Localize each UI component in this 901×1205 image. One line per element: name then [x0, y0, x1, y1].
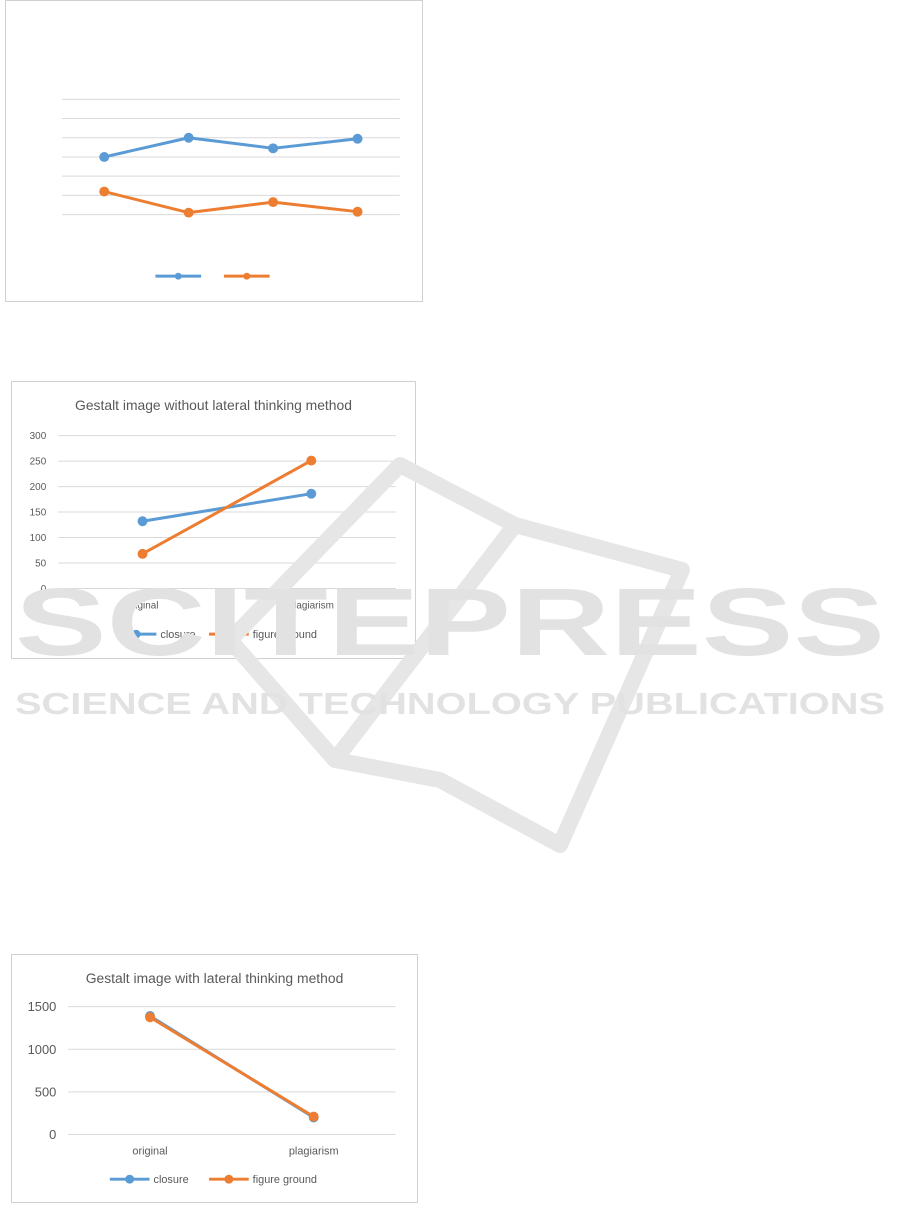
- series-line: [102, 136, 360, 159]
- chart-1: [62, 98, 400, 280]
- legend-label: figure ground: [253, 629, 317, 641]
- data-point: [137, 516, 148, 527]
- data-point: [268, 143, 279, 154]
- x-tick-label: plagiarism: [289, 600, 334, 611]
- data-point: [145, 1012, 155, 1023]
- data-point: [99, 151, 110, 162]
- data-point: [137, 548, 148, 559]
- legend-marker: [243, 272, 251, 280]
- legend-label: figure ground: [253, 1174, 317, 1186]
- y-tick-label: 100: [30, 533, 47, 544]
- y-tick-label: 50: [35, 558, 47, 569]
- y-tick-label: 0: [49, 1127, 56, 1142]
- chart-title: Gestalt image without lateral thinking m…: [75, 397, 352, 413]
- chart-panel-1: [5, 0, 423, 302]
- y-tick-label: 0: [41, 584, 47, 595]
- series-line: [141, 459, 313, 556]
- legend-marker: [224, 1174, 234, 1184]
- y-tick-label: 1500: [28, 999, 57, 1014]
- data-point: [183, 207, 194, 218]
- chart-title: Gestalt image with lateral thinking meth…: [86, 970, 344, 986]
- data-point: [308, 1111, 319, 1122]
- data-point: [306, 488, 317, 499]
- chart-panel-2: Gestalt image without lateral thinking m…: [11, 381, 416, 659]
- y-tick-label: 300: [30, 431, 47, 442]
- y-tick-label: 1000: [28, 1042, 57, 1057]
- data-point: [352, 206, 363, 217]
- x-tick-label: original: [127, 600, 159, 611]
- series-line: [102, 190, 360, 215]
- legend-marker: [174, 272, 182, 280]
- y-tick-label: 200: [30, 482, 47, 493]
- data-point: [268, 197, 279, 208]
- legend-marker: [224, 629, 234, 639]
- legend-marker: [125, 1174, 135, 1184]
- x-tick-label: plagiarism: [289, 1145, 339, 1157]
- y-tick-label: 250: [30, 457, 47, 468]
- series-line: [148, 1015, 316, 1119]
- legend-label: closure: [160, 629, 195, 641]
- y-tick-label: 500: [35, 1084, 56, 1099]
- legend-label: closure: [153, 1174, 188, 1186]
- chart-3: Gestalt image with lateral thinking meth…: [28, 970, 396, 1186]
- x-tick-label: original: [132, 1145, 167, 1157]
- watermark-line2: SCIENCE AND TECHNOLOGY PUBLICATIONS: [15, 686, 885, 721]
- data-point: [183, 132, 194, 143]
- chart-panel-3: Gestalt image with lateral thinking meth…: [11, 954, 418, 1203]
- legend-marker: [131, 629, 141, 639]
- data-point: [352, 133, 363, 144]
- data-point: [99, 186, 110, 197]
- data-point: [306, 455, 317, 466]
- y-tick-label: 150: [30, 508, 47, 519]
- chart-2: Gestalt image without lateral thinking m…: [30, 397, 396, 641]
